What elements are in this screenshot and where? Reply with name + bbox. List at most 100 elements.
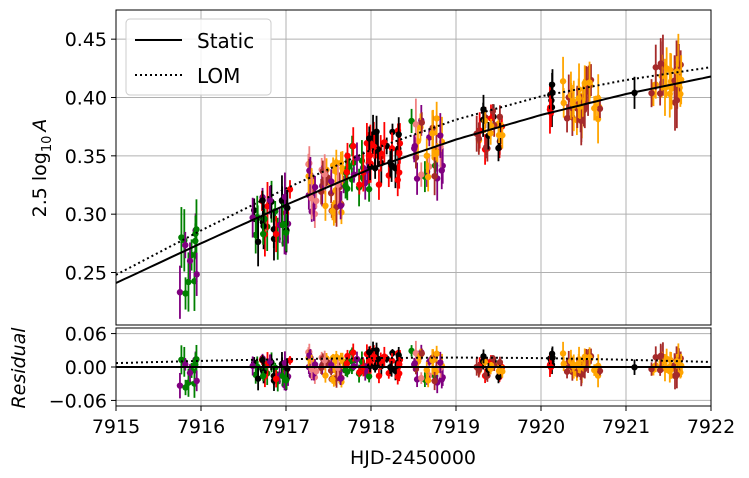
data-point (559, 78, 567, 85)
data-point (388, 162, 395, 169)
residual-point (591, 366, 598, 374)
residual-point (575, 360, 582, 367)
legend-lom-label: LOM (197, 64, 240, 88)
data-point (548, 104, 556, 111)
legend-static-label: Static (197, 29, 254, 53)
data-point (591, 105, 598, 112)
data-point (344, 152, 351, 159)
residual-y-ticks: 0.06 0.00 −0.06 (49, 324, 116, 412)
data-point (413, 175, 421, 182)
data-point (388, 145, 396, 152)
data-point (411, 142, 419, 150)
residual-point (673, 371, 681, 379)
ylabel-part-3: A (29, 119, 51, 134)
data-point (423, 152, 430, 159)
data-point (261, 215, 268, 223)
residual-point (344, 368, 351, 375)
residual-point (389, 349, 396, 357)
data-point (344, 185, 351, 192)
ylabel-subscript: 10 (40, 136, 55, 153)
data-point (499, 132, 506, 139)
data-point (282, 229, 290, 236)
residual-point (559, 350, 567, 357)
main-y-ticks: 0.25 0.30 0.35 0.40 0.45 (65, 29, 116, 285)
data-point (548, 81, 556, 88)
residual-point (259, 372, 267, 380)
data-point (311, 183, 319, 191)
main-data-points (176, 33, 685, 319)
data-point (412, 121, 420, 128)
residual-point (569, 360, 577, 368)
residual-point (329, 376, 336, 383)
residual-point (652, 353, 659, 361)
lom-model-curve (115, 66, 712, 276)
residual-point (499, 368, 506, 375)
data-point (495, 144, 502, 152)
data-point (193, 271, 200, 278)
residual-point (344, 352, 351, 360)
data-point (581, 79, 588, 87)
x-tick-label: 7922 (687, 416, 735, 438)
residual-point (365, 373, 373, 380)
residual-point (438, 376, 445, 383)
residual-point (418, 374, 425, 382)
data-point (596, 105, 604, 112)
data-point (663, 65, 670, 72)
data-point (192, 230, 199, 237)
x-tick-label: 7919 (432, 416, 480, 438)
static-model-curve (115, 75, 712, 284)
residual-data-points (176, 340, 685, 399)
data-point (370, 143, 378, 150)
data-point (396, 150, 403, 157)
data-point (284, 204, 291, 212)
residual-point (396, 361, 403, 368)
data-point (339, 164, 346, 172)
residual-point (395, 352, 402, 359)
data-point (424, 173, 432, 181)
residual-point (182, 384, 189, 391)
data-point (343, 168, 350, 176)
data-point (266, 196, 274, 204)
residual-point (350, 349, 357, 356)
main-y-tick-label: 0.30 (65, 204, 107, 226)
residual-point (322, 372, 329, 379)
data-point (586, 79, 593, 86)
main-y-tick-label: 0.40 (65, 88, 107, 110)
residual-point (496, 359, 504, 366)
data-point (418, 171, 425, 178)
data-point (429, 130, 436, 137)
data-point (656, 90, 664, 97)
residual-point (313, 368, 320, 375)
residual-point (411, 360, 419, 367)
data-point (176, 289, 184, 296)
residual-point (370, 353, 378, 361)
data-point (563, 115, 571, 122)
residual-point (388, 357, 396, 364)
data-point (337, 202, 344, 210)
ylabel-part-1: 2.5 log (29, 152, 51, 217)
data-point (365, 185, 373, 193)
residual-point (418, 350, 425, 357)
x-tick-label: 7916 (177, 416, 225, 438)
residual-point (663, 355, 670, 362)
residual-point (437, 359, 444, 366)
main-plot-frame (115, 9, 712, 326)
residual-point (176, 382, 184, 389)
x-tick-label: 7918 (347, 416, 395, 438)
data-point (657, 60, 665, 67)
residual-point (272, 375, 280, 383)
data-point (356, 181, 363, 188)
data-point (259, 230, 267, 238)
data-point (648, 89, 655, 97)
main-y-tick-label: 0.25 (65, 263, 107, 285)
x-tick-label: 7921 (602, 416, 650, 438)
data-point (480, 106, 487, 113)
data-point (286, 186, 294, 193)
x-axis-title: HJD-2450000 (350, 447, 476, 469)
main-y-tick-label: 0.45 (65, 29, 107, 51)
data-point (652, 64, 659, 71)
data-point (272, 230, 280, 238)
residual-point (375, 372, 383, 380)
residual-point (249, 362, 256, 370)
data-point (186, 257, 194, 265)
